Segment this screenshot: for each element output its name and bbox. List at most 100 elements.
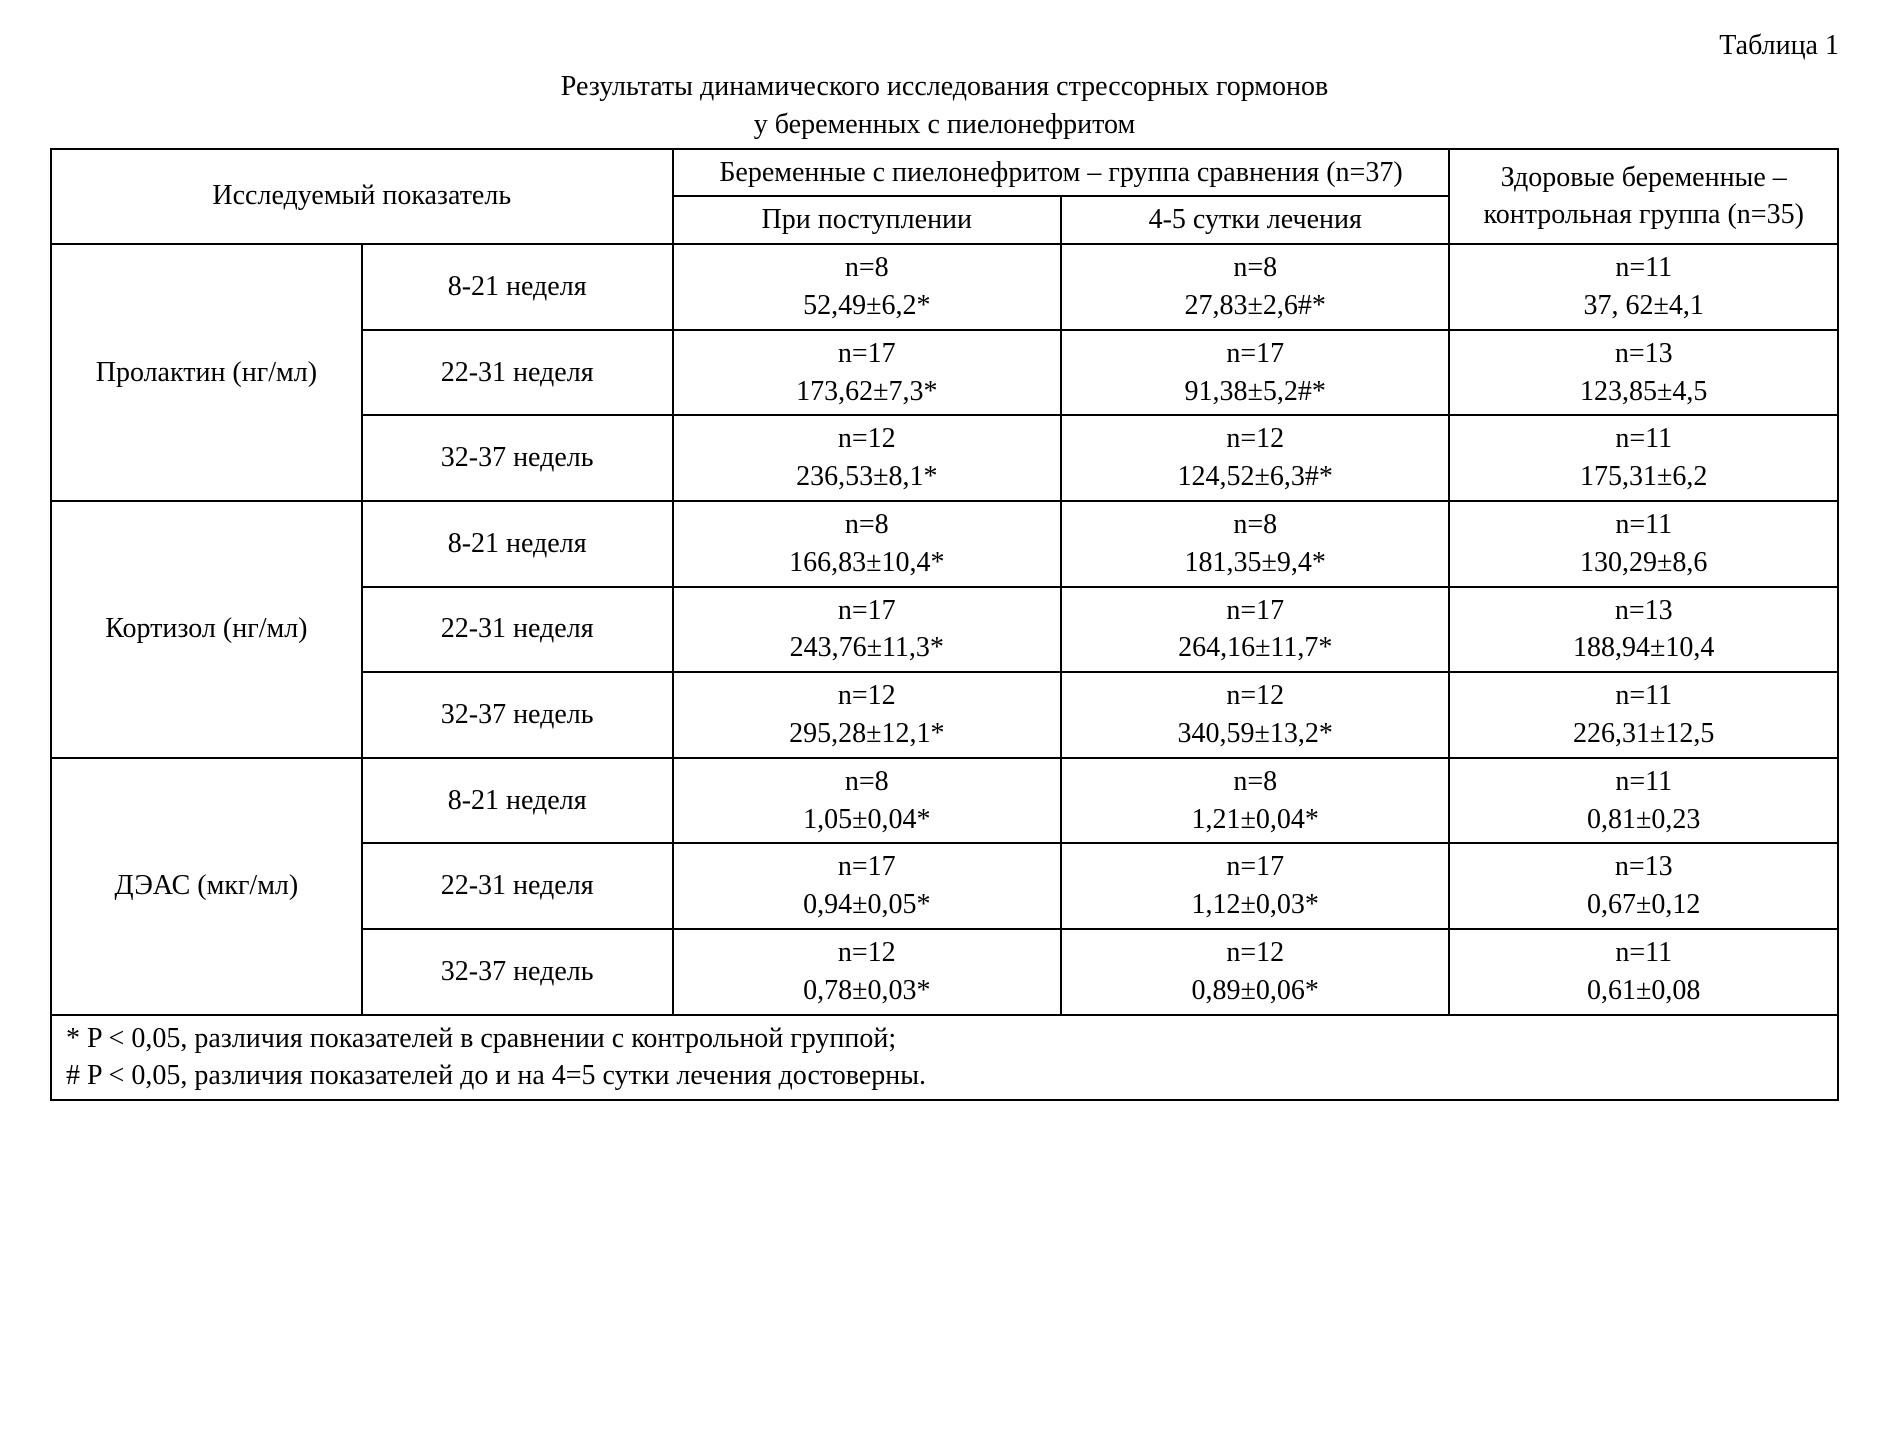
admission-cell: n=17 173,62±7,3* xyxy=(673,330,1061,416)
control-cell-value: 175,31±6,2 xyxy=(1580,461,1707,492)
header-day45: 4-5 сутки лечения xyxy=(1061,196,1449,244)
control-cell: n=13 123,85±4,5 xyxy=(1449,330,1838,416)
day45-cell-n: n=8 xyxy=(1233,509,1277,540)
admission-cell-value: 243,76±11,3* xyxy=(790,632,944,663)
table-title: Результаты динамического исследования ст… xyxy=(50,68,1839,144)
admission-cell: n=17 243,76±11,3* xyxy=(673,587,1061,673)
header-comparison-group: Беременные с пиелонефритом – группа срав… xyxy=(673,149,1450,197)
period-cell: 32-37 недель xyxy=(362,929,673,1015)
footnote-row: * P < 0,05, различия показателей в сравн… xyxy=(51,1015,1838,1101)
period-cell: 32-37 недель xyxy=(362,415,673,501)
control-cell-n: n=11 xyxy=(1615,937,1672,968)
admission-cell: n=12 295,28±12,1* xyxy=(673,672,1061,758)
day45-cell-value: 1,12±0,03* xyxy=(1192,889,1319,920)
day45-cell-value: 91,38±5,2#* xyxy=(1185,376,1326,407)
day45-cell: n=8 181,35±9,4* xyxy=(1061,501,1449,587)
admission-cell-n: n=17 xyxy=(838,851,896,882)
control-cell: n=11 0,81±0,23 xyxy=(1449,758,1838,844)
control-cell-value: 188,94±10,4 xyxy=(1573,632,1714,663)
table-row: ДЭАС (мкг/мл)8-21 неделяn=81,05±0,04*n=8… xyxy=(51,758,1838,844)
admission-cell-n: n=12 xyxy=(838,680,896,711)
day45-cell-n: n=8 xyxy=(1233,766,1277,797)
day45-cell-value: 1,21±0,04* xyxy=(1192,804,1319,835)
table-row: Пролактин (нг/мл)8-21 неделяn=852,49±6,2… xyxy=(51,244,1838,330)
period-cell: 22-31 неделя xyxy=(362,843,673,929)
title-line-2: у беременных с пиелонефритом xyxy=(754,109,1135,140)
hormone-table: Исследуемый показатель Беременные с пиел… xyxy=(50,148,1839,1102)
day45-cell: n=17 1,12±0,03* xyxy=(1061,843,1449,929)
hormone-name: ДЭАС (мкг/мл) xyxy=(51,758,362,1015)
admission-cell-n: n=17 xyxy=(838,595,896,626)
day45-cell-n: n=12 xyxy=(1226,423,1284,454)
admission-cell: n=81,05±0,04* xyxy=(673,758,1061,844)
period-cell: 8-21 неделя xyxy=(362,244,673,330)
admission-cell-value: 1,05±0,04* xyxy=(803,804,930,835)
control-cell-n: n=13 xyxy=(1615,851,1673,882)
day45-cell-n: n=17 xyxy=(1226,851,1284,882)
day45-cell-n: n=8 xyxy=(1233,252,1277,283)
control-cell-n: n=11 xyxy=(1615,766,1672,797)
day45-cell: n=8 1,21±0,04* xyxy=(1061,758,1449,844)
control-cell: n=11130,29±8,6 xyxy=(1449,501,1838,587)
day45-cell-value: 181,35±9,4* xyxy=(1185,547,1326,578)
footnote-cell: * P < 0,05, различия показателей в сравн… xyxy=(51,1015,1838,1101)
admission-cell: n=8 52,49±6,2* xyxy=(673,244,1061,330)
day45-cell-n: n=17 xyxy=(1226,595,1284,626)
control-cell-n: n=13 xyxy=(1615,595,1673,626)
day45-cell-value: 340,59±13,2* xyxy=(1178,718,1333,749)
period-cell: 22-31 неделя xyxy=(362,587,673,673)
admission-cell-value: 173,62±7,3* xyxy=(796,376,937,407)
control-cell-n: n=11 xyxy=(1615,252,1672,283)
control-cell-value: 37, 62±4,1 xyxy=(1584,290,1704,321)
day45-cell: n=12 0,89±0,06* xyxy=(1061,929,1449,1015)
hormone-name: Пролактин (нг/мл) xyxy=(51,244,362,501)
day45-cell: n=12 124,52±6,3#* xyxy=(1061,415,1449,501)
control-cell-value: 130,29±8,6 xyxy=(1580,547,1707,578)
admission-cell-value: 166,83±10,4* xyxy=(789,547,944,578)
admission-cell-value: 0,94±0,05* xyxy=(803,889,930,920)
admission-cell-n: n=12 xyxy=(838,423,896,454)
footnote-line-2: # P < 0,05, различия показателей до и на… xyxy=(66,1060,926,1091)
control-cell-value: 0,67±0,12 xyxy=(1587,889,1700,920)
control-cell-value: 0,61±0,08 xyxy=(1587,975,1700,1006)
control-cell-value: 123,85±4,5 xyxy=(1580,376,1707,407)
day45-cell: n=12 340,59±13,2* xyxy=(1061,672,1449,758)
admission-cell-n: n=8 xyxy=(845,509,889,540)
control-cell: n=11 0,61±0,08 xyxy=(1449,929,1838,1015)
table-row: Кортизол (нг/мл)8-21 неделяn=8166,83±10,… xyxy=(51,501,1838,587)
day45-cell-n: n=12 xyxy=(1226,680,1284,711)
day45-cell-value: 27,83±2,6#* xyxy=(1185,290,1326,321)
admission-cell-n: n=8 xyxy=(845,252,889,283)
day45-cell-value: 0,89±0,06* xyxy=(1192,975,1319,1006)
table-body: Пролактин (нг/мл)8-21 неделяn=852,49±6,2… xyxy=(51,244,1838,1100)
control-cell-value: 0,81±0,23 xyxy=(1587,804,1700,835)
control-cell-value: 226,31±12,5 xyxy=(1573,718,1714,749)
control-cell: n=11226,31±12,5 xyxy=(1449,672,1838,758)
day45-cell-value: 264,16±11,7* xyxy=(1178,632,1332,663)
day45-cell-n: n=12 xyxy=(1226,937,1284,968)
admission-cell-value: 295,28±12,1* xyxy=(789,718,944,749)
control-cell-n: n=11 xyxy=(1615,423,1672,454)
admission-cell-value: 52,49±6,2* xyxy=(803,290,930,321)
title-line-1: Результаты динамического исследования ст… xyxy=(561,71,1328,102)
table-label: Таблица 1 xyxy=(50,30,1839,62)
admission-cell-n: n=12 xyxy=(838,937,896,968)
admission-cell-n: n=17 xyxy=(838,338,896,369)
footnote-line-1: * P < 0,05, различия показателей в сравн… xyxy=(66,1023,896,1054)
day45-cell-value: 124,52±6,3#* xyxy=(1178,461,1333,492)
day45-cell: n=8 27,83±2,6#* xyxy=(1061,244,1449,330)
header-indicator: Исследуемый показатель xyxy=(51,149,673,245)
control-cell: n=11 37, 62±4,1 xyxy=(1449,244,1838,330)
header-admission: При поступлении xyxy=(673,196,1061,244)
hormone-name: Кортизол (нг/мл) xyxy=(51,501,362,758)
admission-cell-value: 236,53±8,1* xyxy=(796,461,937,492)
period-cell: 22-31 неделя xyxy=(362,330,673,416)
period-cell: 8-21 неделя xyxy=(362,758,673,844)
day45-cell: n=17 264,16±11,7* xyxy=(1061,587,1449,673)
day45-cell-n: n=17 xyxy=(1226,338,1284,369)
admission-cell: n=12 236,53±8,1* xyxy=(673,415,1061,501)
period-cell: 32-37 недель xyxy=(362,672,673,758)
admission-cell: n=17 0,94±0,05* xyxy=(673,843,1061,929)
admission-cell: n=8 166,83±10,4* xyxy=(673,501,1061,587)
control-cell-n: n=13 xyxy=(1615,338,1673,369)
